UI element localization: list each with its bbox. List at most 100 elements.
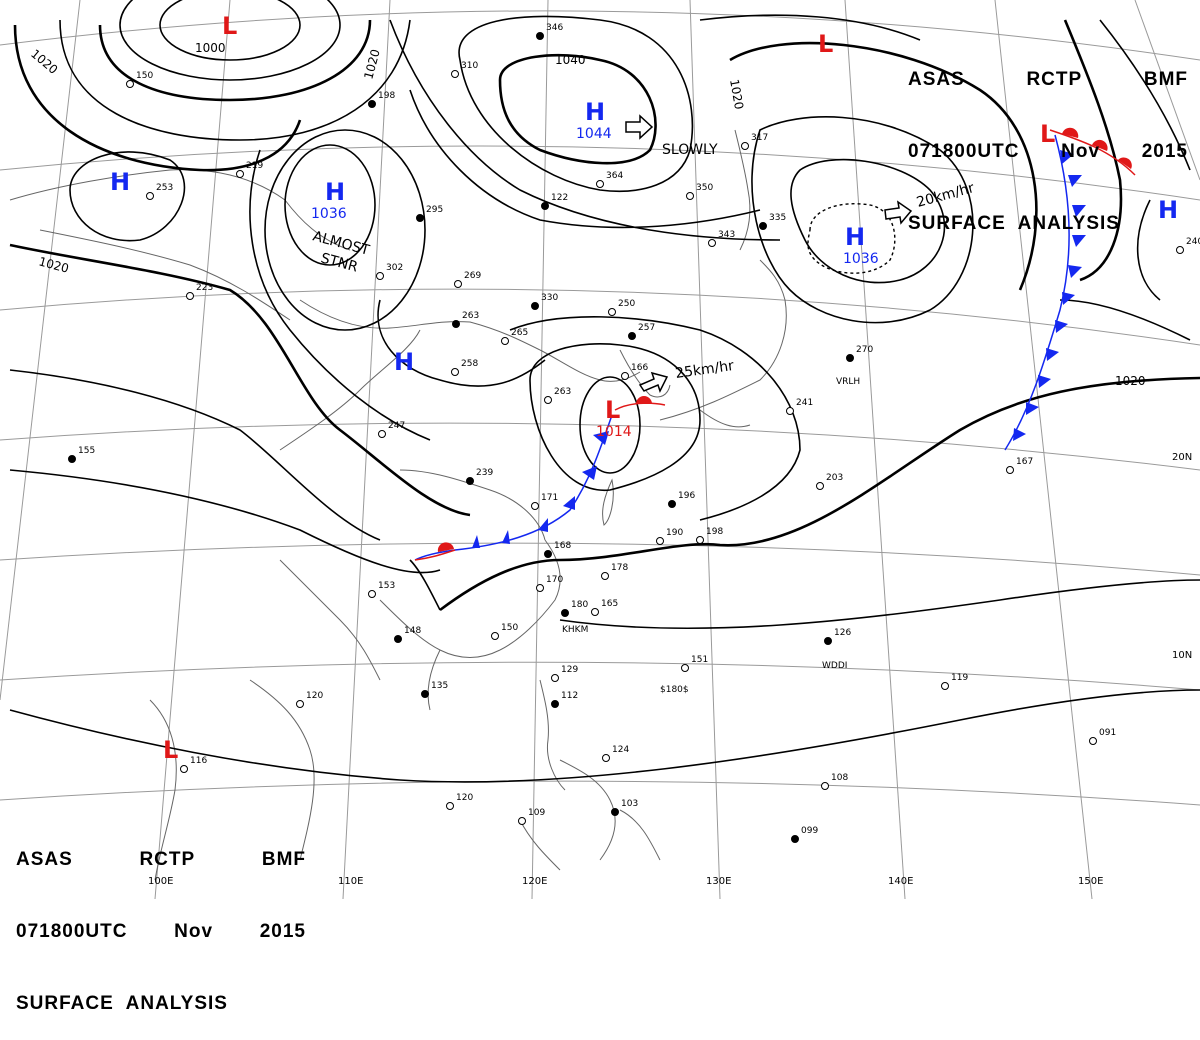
station-pressure: 250 — [618, 299, 635, 309]
station-circle — [532, 303, 539, 310]
station-pressure: 190 — [666, 528, 683, 538]
isobar-label: 1000 — [195, 41, 226, 55]
station-pressure: 198 — [706, 527, 723, 537]
high-center-letter: H — [845, 223, 865, 251]
longitude-label: 150E — [1078, 876, 1103, 887]
station-circle — [609, 309, 616, 316]
station-pressure: 223 — [196, 283, 213, 293]
station-pressure: 135 — [431, 681, 448, 691]
station-pressure: 335 — [769, 213, 786, 223]
low-center-value: 1014 — [596, 424, 632, 440]
header-year: 2015 — [1142, 140, 1188, 164]
station-pressure: 148 — [404, 626, 421, 636]
station-pressure: 310 — [461, 61, 478, 71]
station-circle — [603, 755, 610, 762]
latitude-label: 10N — [1172, 650, 1192, 661]
station-circle — [552, 675, 559, 682]
chart-header-top-right: ASAS RCTP BMF 071800UTC Nov 2015 SURFACE ANA… — [908, 20, 1188, 260]
station-circle — [127, 81, 134, 88]
station-circle — [629, 333, 636, 340]
station-pressure: 196 — [678, 491, 695, 501]
parallel-10n — [0, 662, 1200, 690]
longitude-label: 110E — [338, 876, 363, 887]
station-pressure: 155 — [78, 446, 95, 456]
station-circle — [417, 215, 424, 222]
station-pressure: 239 — [476, 468, 493, 478]
station-pressure: 265 — [511, 328, 528, 338]
station-pressure: 302 — [386, 263, 403, 273]
high-center-value: 1036 — [843, 251, 879, 267]
station-pressure: 129 — [561, 665, 578, 675]
station-id: VRLH — [836, 377, 860, 387]
header-time: 071800UTC — [16, 920, 127, 944]
station-circle — [369, 591, 376, 598]
station-pressure: 166 — [631, 363, 648, 373]
isobar-label: 1020 — [1115, 374, 1146, 388]
isobar-label: 1020 — [727, 78, 746, 111]
station-circle — [545, 551, 552, 558]
station-circle — [742, 143, 749, 150]
station-circle — [552, 701, 559, 708]
station-pressure: 317 — [751, 133, 768, 143]
station-pressure: 167 — [1016, 457, 1033, 467]
header-month: Nov — [1061, 140, 1100, 164]
header-center: BMF — [1144, 68, 1188, 92]
header-station: RCTP — [1026, 68, 1082, 92]
station-circle — [422, 691, 429, 698]
station-id: WDDI — [822, 661, 847, 671]
station-circle — [492, 633, 499, 640]
station-pressure: 247 — [388, 421, 405, 431]
station-circle — [562, 610, 569, 617]
station-circle — [395, 636, 402, 643]
station-circle — [502, 338, 509, 345]
station-pressure: 171 — [541, 493, 558, 503]
station-circle — [452, 71, 459, 78]
station-circle — [537, 585, 544, 592]
station-pressure: 180 — [571, 600, 588, 610]
station-pressure: 263 — [554, 387, 571, 397]
header-title: SURFACE ANALYSIS — [908, 213, 1120, 234]
station-circle — [760, 223, 767, 230]
station-circle — [447, 803, 454, 810]
header-product: ASAS — [908, 68, 965, 92]
station-pressure: 253 — [156, 183, 173, 193]
station-circle — [453, 321, 460, 328]
header-year: 2015 — [260, 920, 306, 944]
station-pressure: 099 — [801, 826, 818, 836]
high-center-letter: H — [325, 178, 345, 206]
station-circle — [1007, 467, 1014, 474]
station-pressure: 270 — [856, 345, 873, 355]
station-circle — [537, 33, 544, 40]
station-circle — [542, 203, 549, 210]
longitude-label: 130E — [706, 876, 731, 887]
station-circle — [687, 193, 694, 200]
header-station: RCTP — [139, 848, 195, 872]
station-circle — [187, 293, 194, 300]
station-circle — [787, 408, 794, 415]
station-circle — [455, 281, 462, 288]
station-pressure: 330 — [541, 293, 558, 303]
station-pressure: 178 — [611, 563, 628, 573]
station-pressure: 170 — [546, 575, 563, 585]
station-pressure: 091 — [1099, 728, 1116, 738]
station-circle — [297, 701, 304, 708]
station-pressure: 241 — [796, 398, 813, 408]
header-product: ASAS — [16, 848, 73, 872]
station-circle — [622, 373, 629, 380]
header-time: 071800UTC — [908, 140, 1019, 164]
station-pressure: 126 — [834, 628, 851, 638]
isobar-label: 1040 — [555, 53, 586, 67]
movement-arrow — [640, 373, 667, 391]
meridian-120e — [532, 0, 548, 899]
cold-front — [415, 415, 612, 560]
station-circle — [697, 537, 704, 544]
station-pressure: 269 — [464, 271, 481, 281]
station-pressure: 124 — [612, 745, 629, 755]
station-pressure: 346 — [546, 23, 563, 33]
station-pressure: 108 — [831, 773, 848, 783]
isobar-label: 1020 — [37, 254, 70, 275]
station-pressure: 364 — [606, 171, 623, 181]
station-pressure: 258 — [461, 359, 478, 369]
header-month: Nov — [174, 920, 213, 944]
longitude-label: 140E — [888, 876, 913, 887]
